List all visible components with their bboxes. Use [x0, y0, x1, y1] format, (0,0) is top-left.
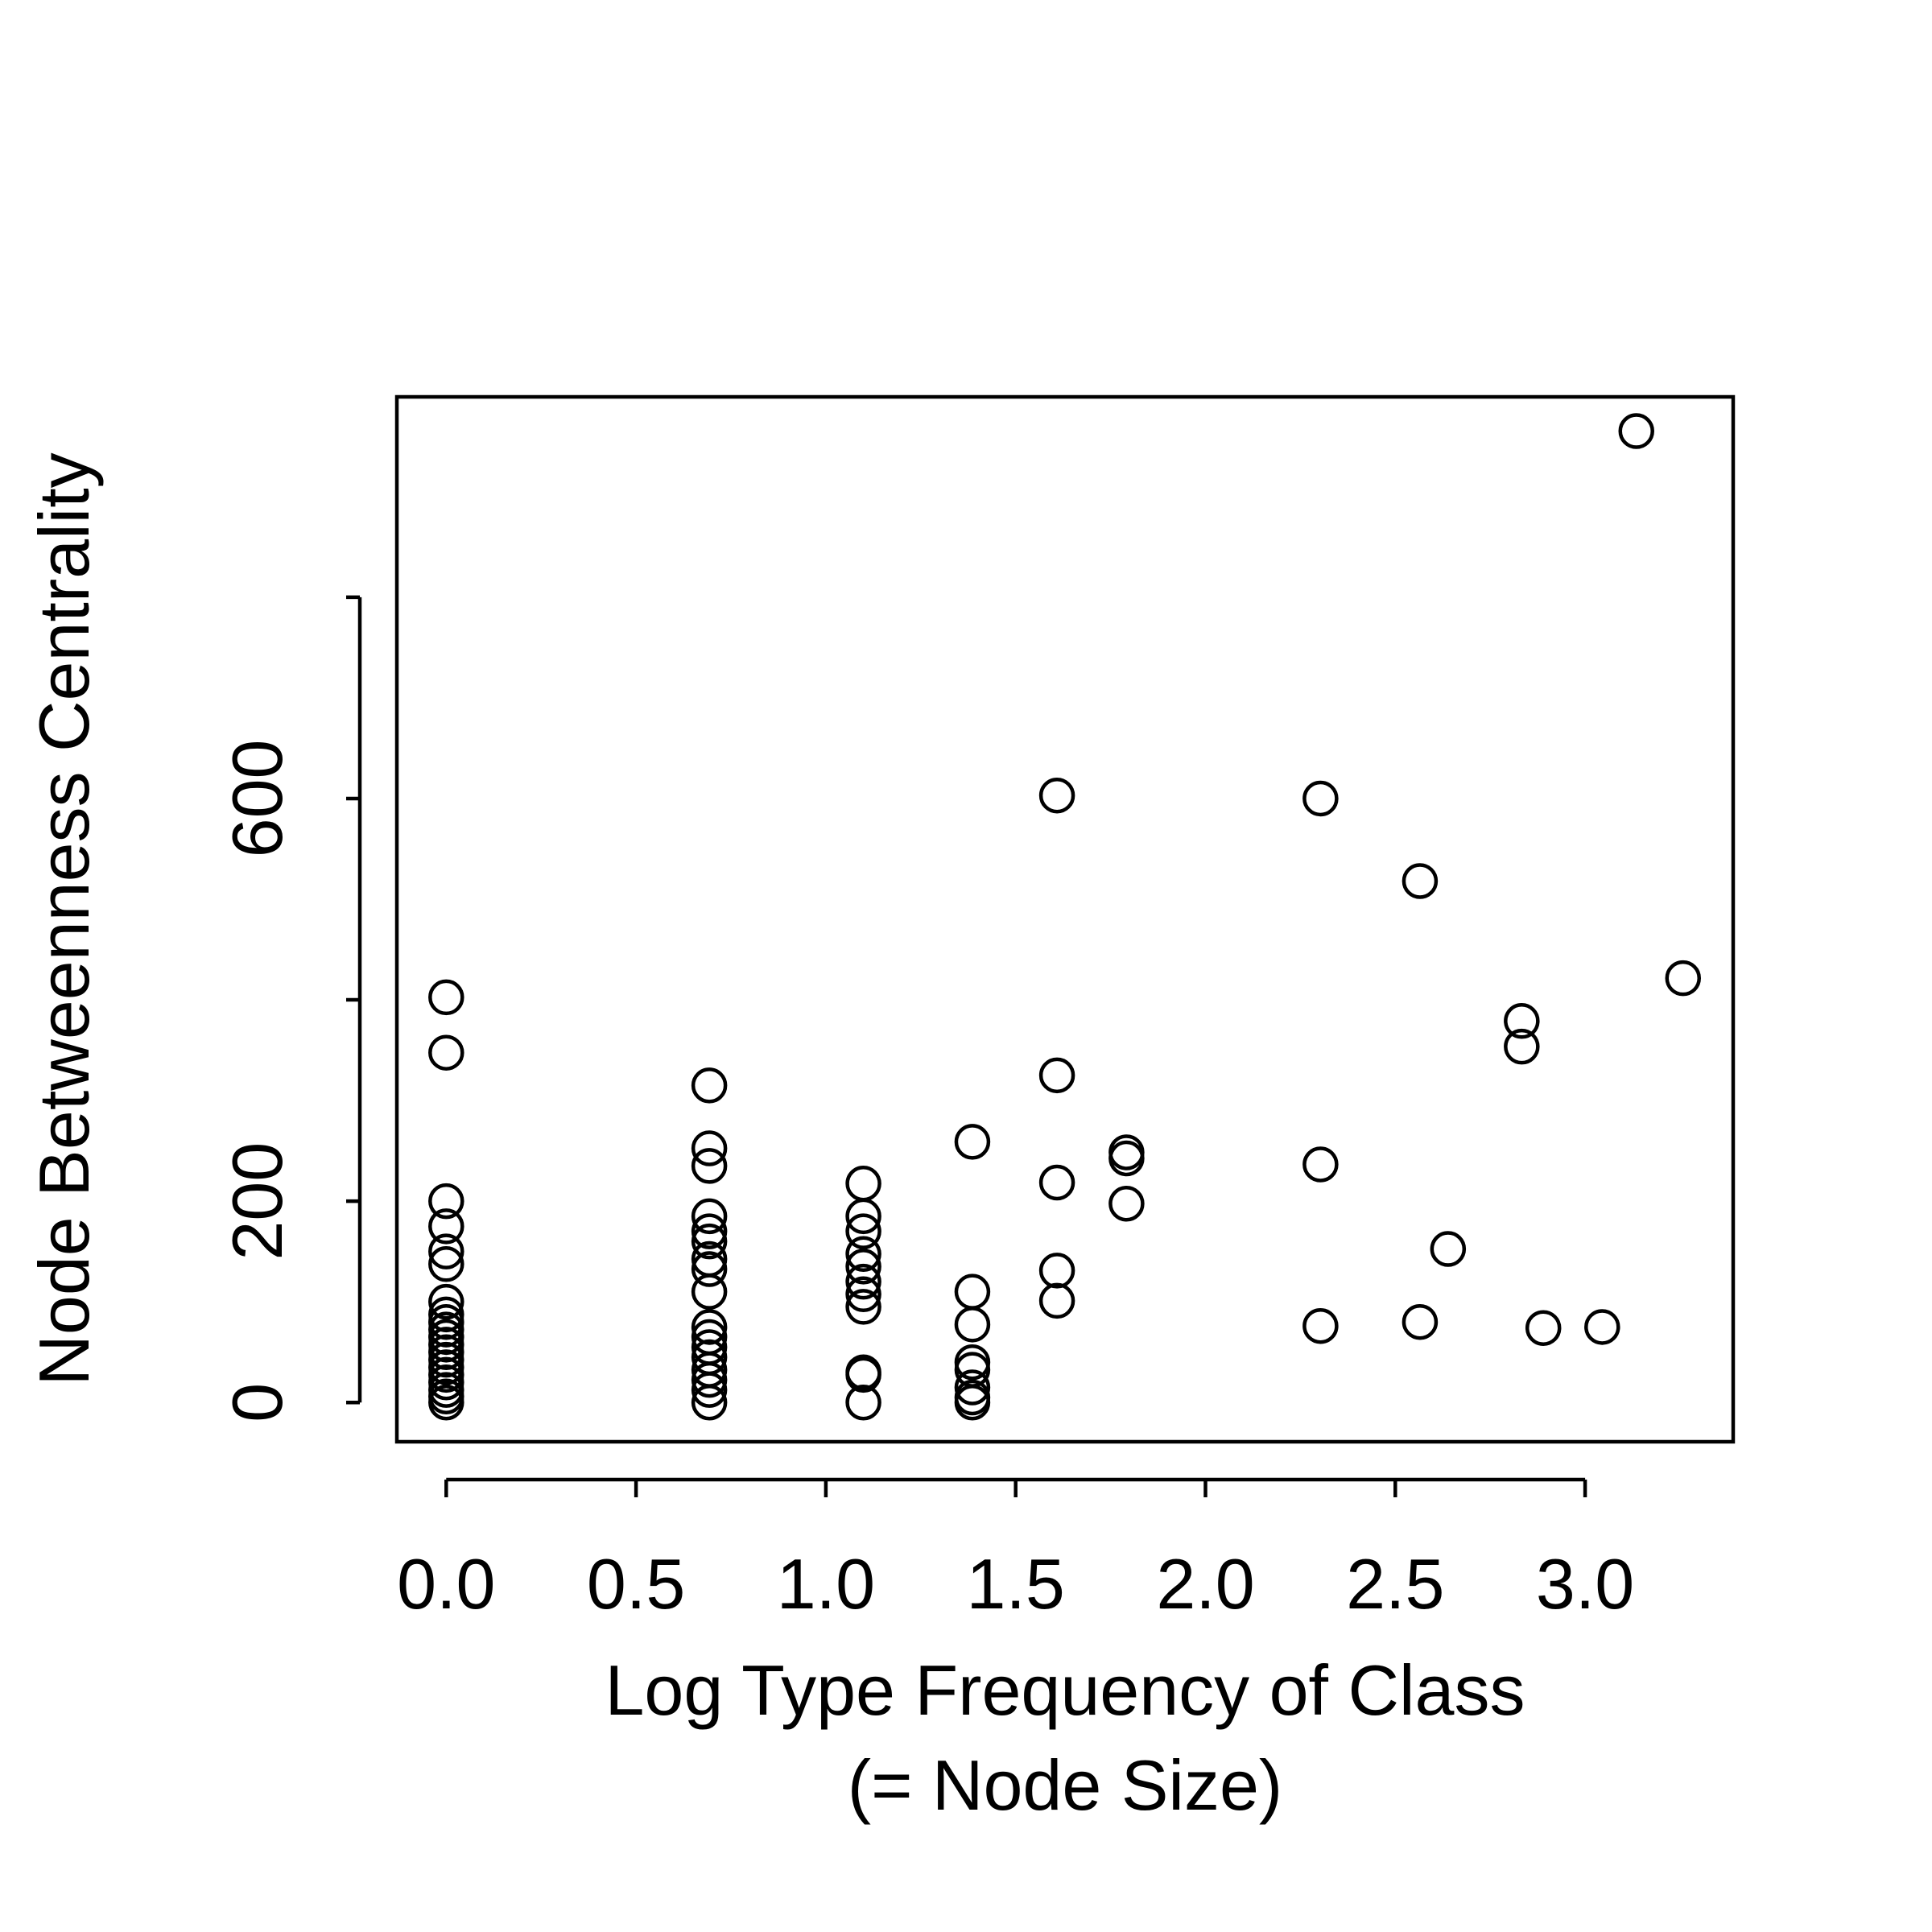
data-point	[1504, 1028, 1540, 1065]
data-point	[691, 1274, 728, 1310]
data-point	[954, 1384, 991, 1421]
x-axis-title-line1: Log Type Frequency of Class	[605, 1650, 1525, 1730]
data-point	[845, 1249, 881, 1285]
data-point	[954, 1307, 991, 1343]
data-point	[1584, 1309, 1620, 1345]
data-point	[1302, 1146, 1339, 1183]
data-point	[691, 1251, 728, 1287]
data-point	[845, 1198, 881, 1235]
data-point	[428, 1208, 464, 1245]
data-point	[954, 1274, 991, 1310]
x-tick-label: 1.5	[967, 1544, 1065, 1624]
data-point	[1038, 1253, 1075, 1289]
data-point	[845, 1289, 881, 1325]
data-point	[1302, 780, 1339, 817]
data-point	[428, 1283, 464, 1320]
data-point	[428, 979, 464, 1016]
data-point	[1038, 777, 1075, 814]
y-axis: 0 200 600	[217, 595, 362, 1422]
data-point	[691, 1372, 728, 1408]
data-point	[1038, 1282, 1075, 1319]
data-point	[428, 1246, 464, 1282]
x-tick-label: 3.0	[1536, 1544, 1634, 1624]
x-tick-label: 1.0	[777, 1544, 875, 1624]
data-point	[428, 1034, 464, 1071]
data-point	[845, 1276, 881, 1313]
y-axis-title: Node Betweenness Centrality	[24, 452, 104, 1385]
data-point	[691, 1384, 728, 1421]
data-point	[845, 1384, 881, 1421]
data-point	[1108, 1186, 1145, 1222]
data-point	[691, 1213, 728, 1249]
data-point	[691, 1361, 728, 1398]
x-tick-label: 2.5	[1346, 1544, 1444, 1624]
data-point	[954, 1124, 991, 1160]
data-point	[428, 1183, 464, 1220]
data-point	[428, 1384, 464, 1421]
data-point	[691, 1148, 728, 1184]
data-point	[1302, 1307, 1339, 1344]
data-point	[845, 1166, 881, 1202]
data-point	[691, 1309, 728, 1345]
y-tick-label: 600	[217, 740, 297, 858]
data-point	[691, 1223, 728, 1260]
data-point	[1430, 1231, 1467, 1267]
data-point	[845, 1213, 881, 1249]
x-axis: 0.0 0.5 1.0 1.5 2.0 2.5 3.0	[397, 1477, 1634, 1624]
data-point	[845, 1356, 881, 1393]
plot-frame	[394, 394, 1736, 1444]
data-point	[691, 1067, 728, 1104]
y-tick-label: 200	[217, 1142, 297, 1261]
data-point	[691, 1198, 728, 1235]
data-point	[1038, 1057, 1075, 1094]
data-point	[428, 1233, 464, 1269]
data-point	[1108, 1140, 1145, 1177]
x-tick-label: 0.5	[587, 1544, 685, 1624]
data-points	[428, 413, 1701, 1421]
data-point	[1618, 413, 1654, 449]
data-point	[1504, 1003, 1540, 1039]
data-point	[1402, 1303, 1439, 1340]
data-point	[1665, 960, 1701, 997]
data-point	[845, 1236, 881, 1273]
y-tick-label: 0	[217, 1383, 297, 1422]
data-point	[1038, 1164, 1075, 1201]
x-axis-title-line2: (= Node Size)	[848, 1745, 1282, 1825]
data-point	[845, 1263, 881, 1300]
data-point	[954, 1369, 991, 1406]
data-point	[1525, 1310, 1562, 1346]
x-tick-label: 2.0	[1156, 1544, 1254, 1624]
data-point	[691, 1130, 728, 1166]
x-tick-label: 0.0	[397, 1544, 495, 1624]
data-point	[1402, 863, 1439, 899]
